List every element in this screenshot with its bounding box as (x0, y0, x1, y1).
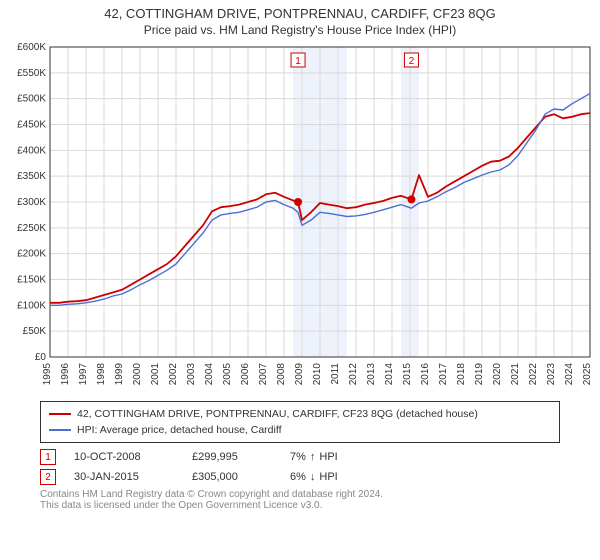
y-tick-label: £0 (35, 352, 47, 363)
chart-title: 42, COTTINGHAM DRIVE, PONTPRENNAU, CARDI… (0, 6, 600, 21)
x-tick-label: 2023 (546, 363, 557, 386)
footer-line2: This data is licensed under the Open Gov… (40, 500, 560, 511)
legend-item: HPI: Average price, detached house, Card… (49, 422, 551, 438)
x-tick-label: 2016 (420, 363, 431, 386)
x-tick-label: 2017 (438, 363, 449, 386)
x-tick-label: 2006 (240, 363, 251, 386)
x-tick-label: 2020 (492, 363, 503, 386)
x-tick-label: 2002 (168, 363, 179, 386)
x-tick-label: 2021 (510, 363, 521, 386)
legend-swatch (49, 429, 71, 431)
sale-marker-dot (294, 198, 302, 206)
x-tick-label: 2013 (366, 363, 377, 386)
y-tick-label: £550K (17, 68, 46, 79)
legend-item: 42, COTTINGHAM DRIVE, PONTPRENNAU, CARDI… (49, 406, 551, 422)
chart-subtitle: Price paid vs. HM Land Registry's House … (0, 23, 600, 37)
x-tick-label: 2012 (348, 363, 359, 386)
x-tick-label: 2022 (528, 363, 539, 386)
sale-row: 2 30-JAN-2015 £305,000 6%↓HPI (40, 467, 560, 487)
y-tick-label: £200K (17, 249, 46, 260)
y-tick-label: £400K (17, 145, 46, 156)
chart-container: 42, COTTINGHAM DRIVE, PONTPRENNAU, CARDI… (0, 0, 600, 511)
sale-date: 10-OCT-2008 (74, 451, 174, 463)
x-tick-label: 2024 (564, 363, 575, 386)
x-tick-label: 1995 (42, 363, 53, 386)
x-tick-label: 1999 (114, 363, 125, 386)
x-tick-label: 2003 (186, 363, 197, 386)
sale-number-badge: 2 (40, 469, 56, 485)
sale-hpi: 6%↓HPI (290, 471, 370, 483)
legend: 42, COTTINGHAM DRIVE, PONTPRENNAU, CARDI… (40, 401, 560, 443)
x-tick-label: 1996 (60, 363, 71, 386)
footer: Contains HM Land Registry data © Crown c… (40, 489, 560, 511)
y-tick-label: £150K (17, 275, 46, 286)
x-tick-label: 2004 (204, 363, 215, 386)
x-tick-label: 2009 (294, 363, 305, 386)
x-tick-label: 2000 (132, 363, 143, 386)
legend-swatch (49, 413, 71, 415)
legend-label: HPI: Average price, detached house, Card… (77, 424, 282, 436)
footer-line1: Contains HM Land Registry data © Crown c… (40, 489, 560, 500)
sale-marker-dot (407, 195, 415, 203)
x-tick-label: 2019 (474, 363, 485, 386)
sale-hpi: 7%↑HPI (290, 451, 370, 463)
y-tick-label: £250K (17, 223, 46, 234)
y-tick-label: £100K (17, 300, 46, 311)
x-tick-label: 2001 (150, 363, 161, 386)
sale-number-badge: 1 (40, 449, 56, 465)
y-tick-label: £600K (17, 42, 46, 53)
legend-label: 42, COTTINGHAM DRIVE, PONTPRENNAU, CARDI… (77, 408, 478, 420)
x-tick-label: 2014 (384, 363, 395, 386)
x-tick-label: 2018 (456, 363, 467, 386)
x-tick-label: 2015 (402, 363, 413, 386)
x-tick-label: 2005 (222, 363, 233, 386)
x-tick-label: 1997 (78, 363, 89, 386)
sale-row: 1 10-OCT-2008 £299,995 7%↑HPI (40, 447, 560, 467)
x-tick-label: 1998 (96, 363, 107, 386)
sale-price: £305,000 (192, 471, 272, 483)
y-tick-label: £450K (17, 120, 46, 131)
x-tick-label: 2011 (330, 363, 341, 385)
y-tick-label: £500K (17, 94, 46, 105)
sales-table: 1 10-OCT-2008 £299,995 7%↑HPI 2 30-JAN-2015 £3… (40, 447, 560, 487)
y-tick-label: £50K (23, 326, 47, 337)
price-chart: £0 £50K £100K £150K £200K £250K £300K £350K £400… (0, 37, 600, 397)
sale-date: 30-JAN-2015 (74, 471, 174, 483)
x-tick-label: 2007 (258, 363, 269, 386)
y-tick-label: £300K (17, 197, 46, 208)
y-tick-label: £350K (17, 171, 46, 182)
sale-marker-num: 1 (295, 56, 301, 67)
sale-price: £299,995 (192, 451, 272, 463)
titles: 42, COTTINGHAM DRIVE, PONTPRENNAU, CARDI… (0, 0, 600, 37)
x-tick-label: 2008 (276, 363, 287, 386)
sale-marker-num: 2 (409, 56, 415, 67)
x-tick-label: 2025 (582, 363, 593, 386)
x-tick-label: 2010 (312, 363, 323, 386)
